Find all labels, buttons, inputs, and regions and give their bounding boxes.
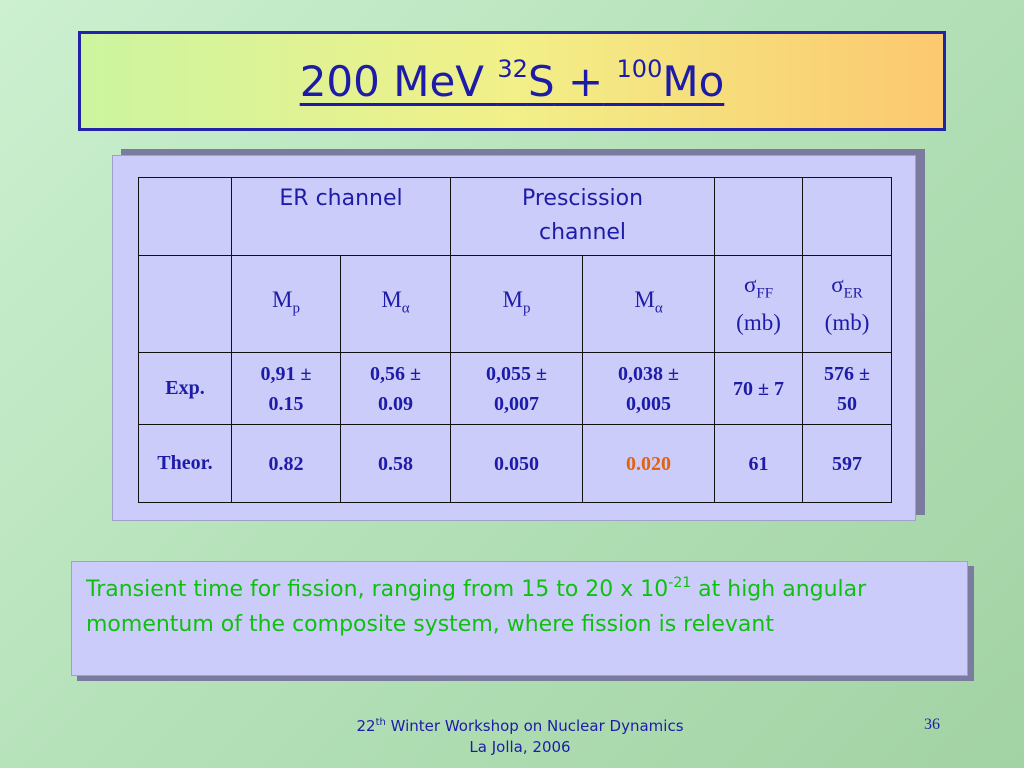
projectile-symbol: S <box>527 56 555 106</box>
table-cell: 0,91 ±0.15 <box>231 352 341 425</box>
table-cell: 61 <box>714 424 804 503</box>
note-exponent: -21 <box>668 575 692 591</box>
table-subheader-row: Mp Mα Mp Mα σFF (mb) σER (mb) <box>138 255 893 353</box>
table-cell: 0.82 <box>231 424 341 503</box>
header-prescission-channel: Prescission channel <box>450 177 716 256</box>
target-mass-number: 100 <box>616 54 663 83</box>
er-mp-header: Mp <box>231 255 341 353</box>
sigma-ff-header: σFF (mb) <box>714 255 804 353</box>
table-header-row: ER channel Prescission channel <box>138 177 893 256</box>
er-malpha-header: Mα <box>339 255 452 353</box>
presc-malpha-header: Mα <box>582 255 716 353</box>
table-cell: 597 <box>802 424 893 503</box>
sigma-er-header: σER (mb) <box>802 255 893 353</box>
header-er-channel: ER channel <box>230 177 452 256</box>
table-cell-highlighted: 0.020 <box>582 424 716 503</box>
empty-cell <box>138 177 232 256</box>
presc-mp-header: Mp <box>450 255 584 353</box>
slide-title: 200 MeV 32S + 100Mo <box>299 54 725 106</box>
table-cell: 0,038 ±0,005 <box>582 352 716 425</box>
target-symbol: Mo <box>662 56 725 106</box>
title-box: 200 MeV 32S + 100Mo <box>78 31 946 131</box>
empty-cell <box>802 177 893 256</box>
table-cell: 0.58 <box>339 424 452 503</box>
page-number: 36 <box>924 716 940 733</box>
projectile-mass-number: 32 <box>497 54 528 83</box>
empty-cell <box>138 255 232 353</box>
note-box: Transient time for fission, ranging from… <box>71 561 968 676</box>
results-table: ER channel Prescission channel Mp Mα Mp M… <box>138 177 893 503</box>
row-label-theor: Theor. <box>138 424 232 503</box>
table-cell: 576 ±50 <box>802 352 893 425</box>
table-cell: 0,055 ±0,007 <box>450 352 584 425</box>
row-label-exp: Exp. <box>138 352 232 425</box>
empty-cell <box>714 177 804 256</box>
table-cell: 70 ± 7 <box>714 352 804 425</box>
footer-text: 22th Winter Workshop on Nuclear Dynamics… <box>356 717 684 756</box>
table-cell: 0,56 ±0.09 <box>339 352 452 425</box>
table-row-exp: Exp. 0,91 ±0.15 0,56 ±0.09 0,055 ±0,007 … <box>138 352 893 425</box>
table-cell: 0.050 <box>450 424 584 503</box>
table-row-theor: Theor. 0.82 0.58 0.050 0.020 61 597 <box>138 424 893 503</box>
